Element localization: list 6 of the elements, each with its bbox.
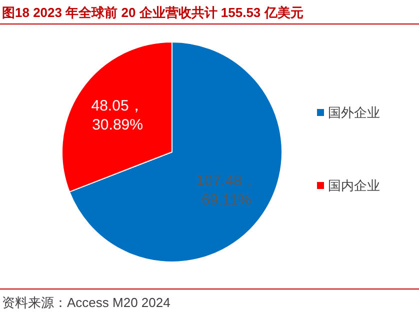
legend-label: 国外企业 (328, 105, 380, 120)
legend-label: 国内企业 (328, 178, 380, 193)
data-label: 48.05， 30.89% (91, 98, 144, 134)
chart-title: 图18 2023 年全球前 20 企业营收共计 155.53 亿美元 (2, 5, 304, 20)
data-label: 107.48， 69.11% (196, 172, 257, 208)
text: 资料来源：Access M20 2024 (2, 295, 170, 310)
